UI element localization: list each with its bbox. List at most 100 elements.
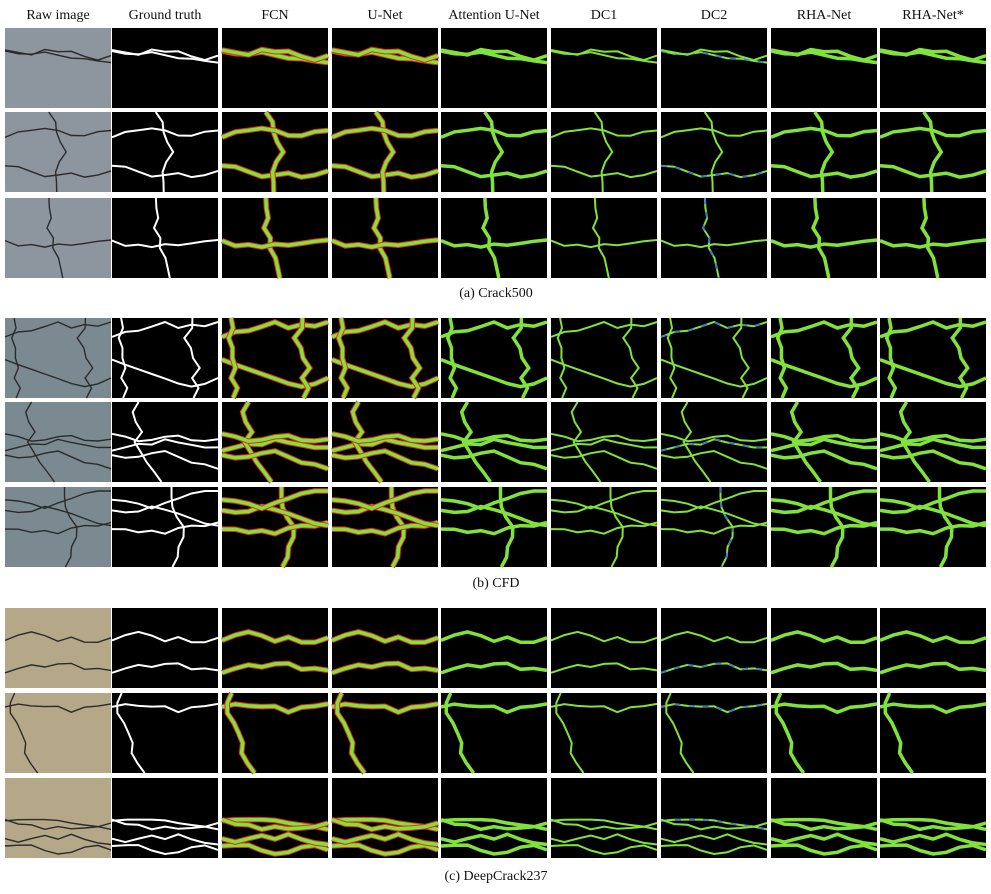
crack-prediction [660,833,768,846]
image-cell [770,401,878,484]
crack-prediction [221,320,329,339]
crack-prediction [550,127,658,139]
image-background [441,28,547,108]
image-background [661,318,767,398]
crack-prediction [440,432,548,443]
crack-prediction [481,197,501,279]
crack-prediction [331,702,439,715]
image-background [5,318,111,398]
crack [111,818,219,831]
crack-prediction [879,817,987,832]
crack-prediction [440,661,548,675]
crack-prediction [221,630,329,645]
crack-prediction [883,692,915,775]
image-background [441,198,547,278]
crack-prediction [789,401,822,484]
image-cell [4,778,112,858]
image-cell [770,111,878,193]
crack [111,521,219,535]
column-header: DC2 [701,8,727,23]
crack [152,197,171,279]
crack-prediction [226,317,240,399]
crack-prediction [292,317,312,399]
crack [111,490,218,510]
image-cell [660,317,768,399]
image-background [551,608,657,688]
crack-prediction [770,702,878,715]
image-cell [440,28,548,108]
crack-prediction [770,164,878,179]
image-background [332,28,438,108]
crack-prediction [221,238,329,249]
image-background [551,318,657,398]
image-cell [4,28,112,108]
image-cell [221,778,329,858]
crack-prediction [262,197,282,279]
image-background [112,487,218,567]
column-header: U-Net [368,8,403,23]
crack-prediction [221,47,329,62]
crack-prediction [331,126,439,139]
crack-prediction [225,692,257,775]
image-cell [111,487,219,568]
image-cell [111,778,219,858]
column-header: RHA-Net* [902,8,963,23]
crack [4,321,112,338]
image-cell [221,487,329,569]
crack-prediction [884,317,898,399]
crack [9,692,39,774]
crack-prediction [550,239,658,249]
crack [4,450,112,470]
crack-prediction [555,692,585,774]
crack-prediction [550,358,658,388]
crack [4,818,112,831]
crack-prediction [440,238,548,249]
image-cell [331,400,439,484]
image-background [661,198,767,278]
crack [111,833,219,846]
image-cell [879,28,987,108]
image-cell [660,778,768,858]
crack-missed [660,165,768,178]
crack-prediction [813,111,835,193]
crack-prediction [770,432,878,443]
image-cell [879,778,987,858]
image-cell [770,317,878,399]
crack [4,662,112,674]
crack-prediction [440,630,548,645]
crack-prediction [879,164,987,179]
image-background [222,28,328,108]
crack-prediction [331,357,439,389]
image-cell [550,197,658,279]
crack-prediction [331,832,439,847]
crack [4,818,112,831]
crack-prediction [221,817,329,832]
crack-prediction [440,126,548,139]
image-cell [879,692,987,775]
crack [48,111,68,193]
crack [4,844,112,855]
crack-prediction [770,661,878,675]
crack [154,111,175,193]
crack-prediction [879,489,986,511]
crack-prediction [264,111,286,193]
image-cell [550,608,658,688]
crack-prediction [591,197,610,279]
image-background [880,112,986,192]
crack-prediction [550,432,658,443]
crack-prediction [483,111,505,193]
crack-prediction [774,692,806,775]
crack [4,490,111,510]
crack [4,48,112,61]
crack-prediction [221,357,329,389]
crack-prediction [440,357,548,389]
crack-prediction [660,432,768,443]
image-background [5,608,111,688]
crack-prediction [331,661,439,675]
image-cell [440,692,548,775]
crack-prediction [622,317,640,399]
image-cell [111,692,219,774]
image-background [5,487,111,567]
image-background [661,608,767,688]
image-cell [660,401,768,483]
